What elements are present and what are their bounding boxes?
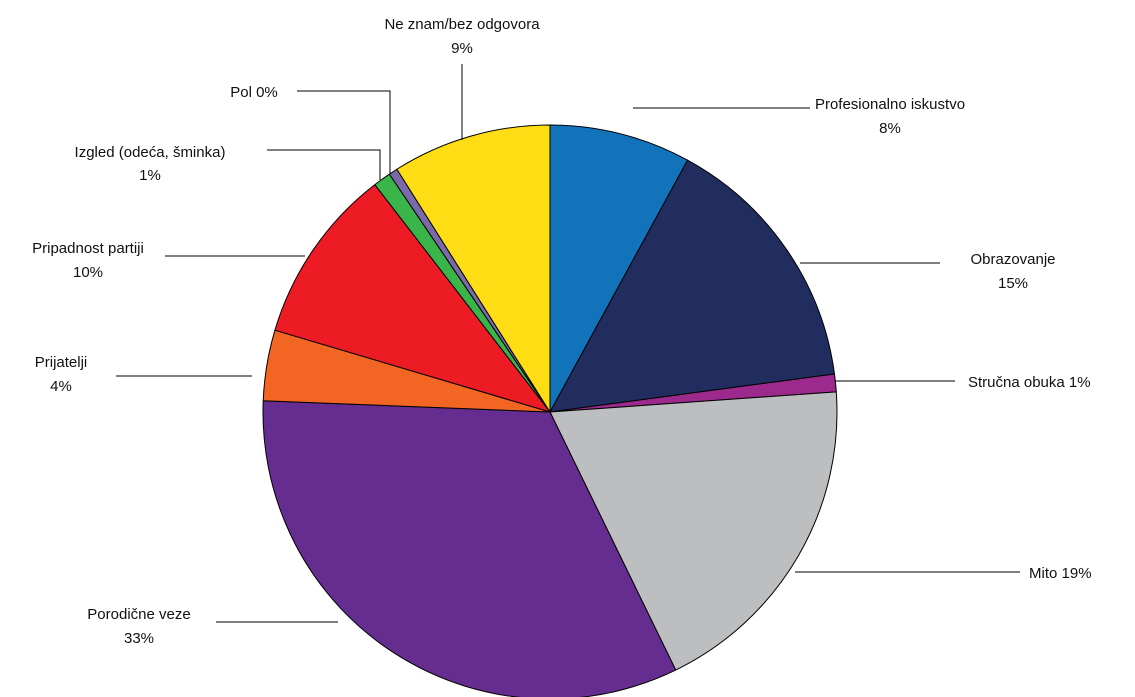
slice-value-obrazovanje: 15% [998,275,1028,292]
slice-label-izgled: Izgled (odeća, šminka) [75,144,226,161]
slice-label-porodicne: Porodične veze [87,606,190,623]
slice-obrazovanje [549,159,835,413]
slice-label-pol: Pol 0% [230,84,278,101]
leader-line-izgled [267,149,381,180]
slice-value-profesionalno: 8% [879,120,901,137]
slice-label-prijatelji: Prijatelji [35,354,88,371]
slice-label-strucna: Stručna obuka 1% [968,374,1091,391]
slice-value-izgled: 1% [139,167,161,184]
slice-label-obrazovanje: Obrazovanje [970,251,1055,268]
slice-label-neznam: Ne znam/bez odgovora [384,16,540,33]
slice-mito [549,391,838,671]
leader-line-pol [297,90,391,174]
slice-neznam [396,124,551,413]
slice-value-prijatelji: 4% [50,378,72,395]
slice-labels: Profesionalno iskustvo 8% Obrazovanje 15% St… [32,16,1091,647]
slice-label-profesionalno: Profesionalno iskustvo [815,96,965,113]
slice-value-partija: 10% [73,264,103,281]
slice-label-partija: Pripadnost partiji [32,240,144,257]
slice-partija [274,184,551,413]
slice-label-mito: Mito 19% [1029,565,1092,582]
slice-profesionalno [549,124,689,413]
slice-porodicne [262,400,677,697]
pie-slices [262,124,838,697]
leader-lines [116,64,1020,623]
slice-value-neznam: 9% [451,40,473,57]
slice-value-porodicne: 33% [124,630,154,647]
